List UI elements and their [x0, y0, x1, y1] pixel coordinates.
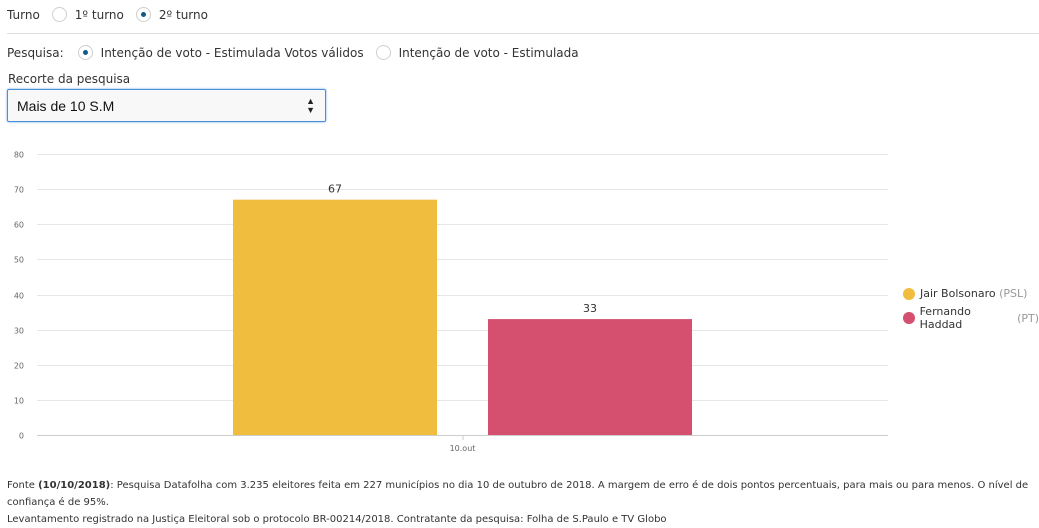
divider [7, 33, 1039, 34]
bar-jair-bolsonaro [233, 199, 437, 435]
radio-2-turno[interactable]: 2º turno [135, 7, 208, 22]
radio-checked-icon[interactable] [135, 7, 151, 22]
pesquisa-row: Pesquisa: Intenção de voto - Estimulada … [7, 45, 591, 60]
radio-2-turno-label: 2º turno [158, 7, 208, 22]
legend-party-haddad: (PT) [1017, 311, 1039, 325]
y-tick-label: 60 [14, 221, 24, 230]
legend-label-bolsonaro: Jair Bolsonaro [920, 287, 996, 300]
y-tick-label: 20 [14, 362, 24, 371]
y-tick-label: 10 [14, 397, 24, 406]
legend-label-haddad: Fernando Haddad [919, 305, 971, 331]
y-tick-label: 50 [14, 256, 24, 265]
radio-checked-icon[interactable] [77, 45, 93, 60]
pesquisa-label: Pesquisa: [7, 45, 64, 60]
radio-icon[interactable] [51, 7, 67, 22]
radio-1-turno-label: 1º turno [74, 7, 124, 22]
y-tick-label: 30 [14, 327, 24, 336]
recorte-select-value: Mais de 10 S.M [17, 97, 115, 114]
chart-legend: Jair Bolsonaro (PSL) Fernando Haddad (PT… [903, 287, 1039, 336]
radio-votos-validos[interactable]: Intenção de voto - Estimulada Votos váli… [77, 45, 364, 60]
legend-swatch-bolsonaro [903, 287, 915, 300]
footer-prefix: Fonte [7, 480, 39, 491]
y-tick-label: 70 [14, 186, 24, 195]
y-tick-label: 40 [14, 292, 24, 301]
footer-date: (10/10/2018) [38, 480, 111, 491]
recorte-select[interactable]: Mais de 10 S.M ▲ ▼ [7, 89, 326, 122]
bar-fernando-haddad [488, 319, 692, 435]
radio-votos-validos-label: Intenção de voto - Estimulada Votos váli… [100, 45, 364, 60]
footer-line1: : Pesquisa Datafolha com 3.235 eleitores… [7, 480, 1029, 508]
radio-icon[interactable] [375, 45, 391, 60]
radio-1-turno[interactable]: 1º turno [51, 7, 124, 22]
select-arrows-icon: ▲ ▼ [306, 95, 315, 115]
y-tick-label: 0 [19, 432, 24, 441]
legend-item-haddad[interactable]: Fernando Haddad (PT) [903, 305, 1039, 331]
legend-item-bolsonaro[interactable]: Jair Bolsonaro (PSL) [903, 287, 1039, 300]
legend-party-bolsonaro: (PSL) [999, 287, 1028, 300]
source-footer: Fonte (10/10/2018): Pesquisa Datafolha c… [7, 477, 1035, 528]
y-tick-label: 80 [14, 151, 24, 160]
x-tick-label: 10.out [450, 444, 476, 453]
recorte-label: Recorte da pesquisa [8, 72, 131, 86]
radio-estimulada[interactable]: Intenção de voto - Estimulada [375, 45, 579, 60]
footer-line2: Levantamento registrado na Justiça Eleit… [7, 514, 667, 525]
turno-label: Turno [7, 7, 40, 22]
legend-swatch-haddad [903, 312, 915, 324]
data-label: 67 [328, 183, 342, 196]
bar-chart: 0 10 20 30 40 50 60 70 80 10.out 67 33 [14, 151, 888, 453]
turno-row: Turno 1º turno 2º turno [7, 7, 220, 22]
radio-estimulada-label: Intenção de voto - Estimulada [398, 45, 579, 60]
data-label: 33 [583, 302, 597, 315]
